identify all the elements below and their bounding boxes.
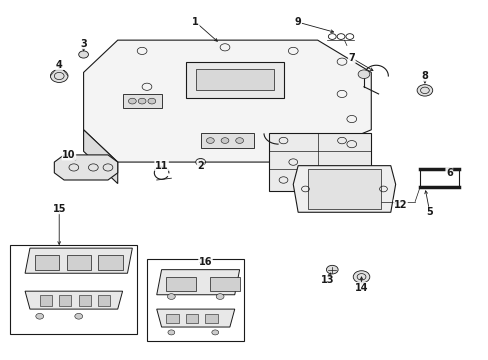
Polygon shape — [307, 169, 380, 209]
Text: 15: 15 — [52, 204, 66, 214]
Bar — [185, 315, 198, 323]
Circle shape — [75, 314, 82, 319]
Polygon shape — [195, 69, 273, 90]
Bar — [40, 295, 52, 306]
Polygon shape — [83, 40, 370, 162]
Polygon shape — [185, 62, 283, 98]
Text: 7: 7 — [347, 53, 354, 63]
Circle shape — [357, 70, 369, 78]
Polygon shape — [157, 270, 239, 295]
Bar — [205, 315, 217, 323]
Bar — [147, 259, 244, 341]
Circle shape — [326, 265, 337, 274]
Bar — [79, 295, 91, 306]
Circle shape — [352, 271, 369, 283]
Bar — [166, 315, 178, 323]
Text: 5: 5 — [426, 207, 432, 217]
Text: 8: 8 — [421, 71, 427, 81]
Circle shape — [211, 330, 218, 335]
Bar — [98, 255, 122, 270]
Polygon shape — [200, 134, 254, 148]
Circle shape — [235, 138, 243, 143]
Text: 3: 3 — [80, 39, 87, 49]
Circle shape — [36, 314, 43, 319]
Text: 4: 4 — [56, 60, 62, 70]
Polygon shape — [268, 134, 370, 191]
Bar — [210, 277, 239, 291]
Circle shape — [216, 294, 224, 300]
Text: 12: 12 — [393, 200, 407, 210]
Text: 16: 16 — [198, 257, 212, 267]
Circle shape — [416, 85, 432, 96]
Text: 14: 14 — [354, 283, 367, 293]
Circle shape — [148, 98, 156, 104]
Polygon shape — [293, 166, 395, 212]
Bar — [66, 255, 91, 270]
Circle shape — [138, 98, 146, 104]
Circle shape — [79, 51, 88, 58]
Circle shape — [128, 98, 136, 104]
Bar — [98, 295, 110, 306]
Bar — [166, 277, 195, 291]
Text: 13: 13 — [320, 275, 333, 285]
Polygon shape — [25, 291, 122, 309]
Circle shape — [167, 330, 174, 335]
Text: 1: 1 — [192, 17, 199, 27]
Bar — [35, 255, 59, 270]
Polygon shape — [25, 248, 132, 273]
Circle shape — [50, 69, 68, 82]
Polygon shape — [54, 155, 118, 180]
Text: 9: 9 — [294, 17, 301, 27]
Polygon shape — [157, 309, 234, 327]
Text: 11: 11 — [155, 161, 168, 171]
Circle shape — [221, 138, 228, 143]
Text: 2: 2 — [197, 161, 203, 171]
Polygon shape — [83, 130, 118, 184]
Text: 10: 10 — [62, 150, 76, 160]
Polygon shape — [122, 94, 161, 108]
Bar — [59, 295, 71, 306]
Circle shape — [167, 294, 175, 300]
Circle shape — [206, 138, 214, 143]
Bar — [10, 244, 137, 334]
Text: 6: 6 — [445, 168, 452, 178]
Circle shape — [195, 158, 205, 166]
